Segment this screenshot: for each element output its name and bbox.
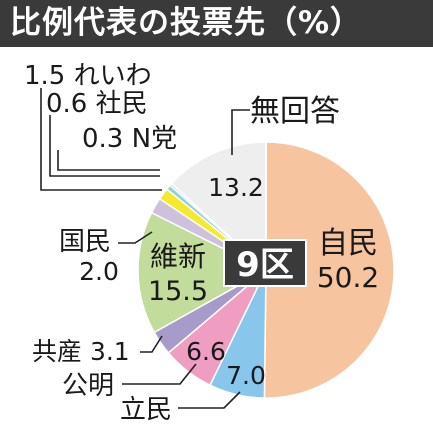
district-label: 9区 (236, 245, 294, 285)
leader-line-shamin (49, 115, 160, 177)
slice-label-rikken-name: 立民 (120, 395, 172, 425)
leader-line-no-answer (231, 109, 250, 155)
leader-line-komei (122, 363, 197, 385)
pie-slice-9 (170, 141, 267, 272)
slice-label-jimin-value: 50.2 (317, 261, 379, 294)
slice-label-ishin-name: 維新 (150, 240, 206, 273)
slice-label-ishin-value: 15.5 (148, 276, 208, 307)
pie-slice-0 (263, 141, 395, 399)
slice-label-mukaito-value: 13.2 (208, 173, 264, 202)
slice-label-komei-value: 6.6 (186, 337, 226, 366)
label-reiwa: 1.5 れいわ (24, 61, 152, 91)
leader-line-kyosan (140, 335, 163, 353)
slice-label-kokumin-name: 国民 (59, 227, 111, 257)
label-n-party: 0.3 N党 (82, 124, 177, 154)
slice-label-rikken-value: 7.0 (226, 361, 266, 390)
leader-line-reiwa (40, 88, 162, 191)
slice-label-jimin-name: 自民 (318, 226, 378, 261)
leader-line-n-party (57, 150, 160, 171)
leader-line-rikken (178, 391, 241, 409)
district-box (223, 239, 307, 287)
pie-slice-4 (137, 211, 268, 334)
chart-title: 比例代表の投票先（%） (0, 0, 433, 47)
leader-line-kokumin (118, 231, 153, 244)
label-kyosan: 共産 3.1 (32, 337, 130, 366)
slice-label-komei-name: 公明 (62, 371, 114, 401)
label-shamin: 0.6 社民 (46, 89, 148, 119)
slice-label-mukaito-name: 無回答 (250, 94, 340, 129)
slice-label-kokumin-value: 2.0 (79, 257, 119, 286)
